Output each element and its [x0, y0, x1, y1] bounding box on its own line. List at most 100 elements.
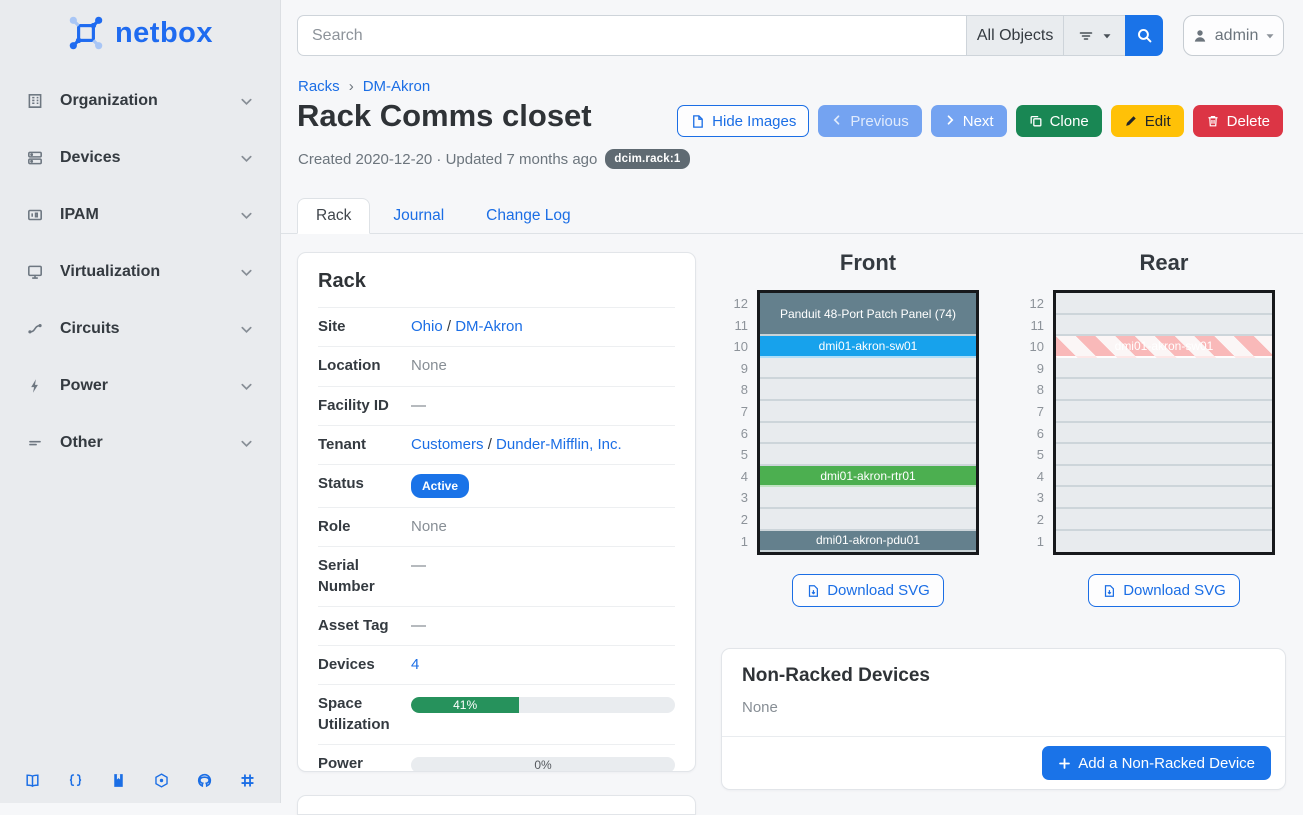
rack-empty-slot[interactable] — [760, 509, 976, 531]
docs-book-icon[interactable] — [24, 772, 41, 789]
tabbar: Rack Journal Change Log — [281, 196, 1303, 234]
sidebar-footer — [0, 772, 280, 789]
main-content: All Objects — [281, 0, 1303, 815]
hide-images-button[interactable]: Hide Images — [677, 105, 810, 137]
rack-empty-slot[interactable] — [1056, 531, 1272, 553]
rack-empty-slot[interactable] — [1056, 423, 1272, 445]
rack-empty-slot[interactable] — [760, 487, 976, 509]
previous-button[interactable]: Previous — [818, 105, 922, 137]
virtualization-icon — [26, 263, 44, 281]
attr-row-location: Location None — [318, 346, 675, 385]
elevation-title-front: Front — [839, 250, 897, 275]
rack-empty-slot[interactable] — [760, 423, 976, 445]
rack-device-sw01-rear[interactable]: dmi01-akron-sw01 — [1056, 336, 1272, 358]
add-non-racked-device-button[interactable]: Add a Non-Racked Device — [1042, 746, 1271, 780]
tab-rack[interactable]: Rack — [297, 198, 371, 234]
download-svg-rear-button[interactable]: Download SVG — [1088, 574, 1240, 608]
tenant-link[interactable]: Dunder-Mifflin, Inc. — [496, 435, 622, 453]
devices-count-link[interactable]: 4 — [411, 656, 420, 674]
user-name: admin — [1214, 26, 1259, 44]
community-slack-icon[interactable] — [239, 772, 256, 789]
caret-down-icon — [1102, 31, 1112, 41]
sidebar-item-label: IPAM — [60, 206, 99, 223]
rest-api-braces-icon[interactable] — [67, 772, 84, 789]
site-region-link[interactable]: Ohio — [411, 318, 443, 335]
serial-number-value: — — [411, 557, 426, 575]
breadcrumb: Racks › DM-Akron — [298, 78, 430, 95]
search-submit-button[interactable] — [1125, 15, 1164, 56]
delete-button[interactable]: Delete — [1192, 105, 1283, 137]
rack-empty-slot[interactable] — [1056, 293, 1272, 315]
user-menu-dropdown[interactable]: admin — [1183, 15, 1284, 56]
unit-numbers-front: 12 11 10 9 8 7 6 5 4 3 2 1 — [733, 296, 748, 549]
rack-empty-slot[interactable] — [1056, 444, 1272, 466]
sidebar-item-label: Power — [60, 377, 109, 394]
download-svg-front-button[interactable]: Download SVG — [792, 574, 944, 608]
sidebar-item-organization[interactable]: Organization — [12, 84, 268, 118]
rack-empty-slot[interactable] — [760, 358, 976, 380]
search-input[interactable] — [297, 15, 967, 56]
rack-empty-slot[interactable] — [1056, 401, 1272, 423]
other-icon — [26, 434, 44, 452]
tab-change-log[interactable]: Change Log — [486, 207, 571, 224]
sidebar-item-label: Devices — [60, 149, 121, 166]
rack-details-panel: Rack Site Ohio / DM-Akron Location None … — [297, 252, 696, 772]
search-object-type-label: All Objects — [976, 26, 1054, 44]
topbar: All Objects — [297, 15, 1284, 56]
graphql-icon[interactable] — [153, 772, 170, 789]
sidebar-item-ipam[interactable]: IPAM — [12, 198, 268, 232]
rack-empty-slot[interactable] — [760, 379, 976, 401]
rack-empty-slot[interactable] — [1056, 487, 1272, 509]
tab-journal[interactable]: Journal — [393, 207, 445, 224]
sidebar-item-power[interactable]: Power — [12, 369, 268, 403]
github-icon[interactable] — [196, 772, 213, 789]
search-object-type-select[interactable]: All Objects — [966, 15, 1064, 56]
api-docs-journal-icon[interactable] — [110, 772, 127, 789]
rack-empty-slot[interactable] — [1056, 466, 1272, 488]
image-icon — [690, 114, 705, 129]
non-racked-footer: Add a Non-Racked Device — [722, 736, 1285, 789]
edit-button[interactable]: Edit — [1110, 105, 1184, 137]
rack-empty-slot[interactable] — [1056, 315, 1272, 337]
chevron-down-icon — [239, 151, 254, 166]
chevron-down-icon — [239, 436, 254, 451]
rack-empty-slot[interactable] — [760, 401, 976, 423]
breadcrumb-link-racks[interactable]: Racks — [298, 78, 340, 95]
sidebar-item-devices[interactable]: Devices — [12, 141, 268, 175]
rack-device-sw01[interactable]: dmi01-akron-sw01 — [760, 336, 976, 358]
breadcrumb-link-site[interactable]: DM-Akron — [362, 78, 431, 95]
rack-device-rtr01[interactable]: dmi01-akron-rtr01 — [760, 465, 976, 488]
rack-empty-slot[interactable] — [760, 444, 976, 466]
netbox-logo[interactable]: netbox — [0, 0, 280, 62]
rack-empty-slot[interactable] — [1056, 379, 1272, 401]
page-actions: Hide Images Previous Next Clone — [677, 105, 1283, 137]
elevation-title-rear: Rear — [1139, 250, 1189, 275]
rack-empty-slot[interactable] — [1056, 358, 1272, 380]
rack-diagram-front: Panduit 48-Port Patch Panel (74) dmi01-a… — [757, 290, 979, 556]
global-search: All Objects — [297, 15, 1164, 56]
next-button[interactable]: Next — [930, 105, 1007, 137]
panel-title: Non-Racked Devices — [742, 665, 930, 686]
rack-elevation-rear: Rear 12 11 10 9 8 7 6 5 4 3 2 1 dmi01-ak… — [1013, 250, 1275, 608]
clone-button[interactable]: Clone — [1015, 105, 1102, 137]
power-icon — [26, 377, 44, 395]
rack-empty-slot[interactable] — [1056, 509, 1272, 531]
attr-row-asset-tag: Asset Tag — — [318, 605, 675, 645]
attr-row-serial-number: Serial Number — — [318, 546, 675, 606]
object-meta: Created 2020-12-20 · Updated 7 months ag… — [298, 149, 690, 169]
site-link[interactable]: DM-Akron — [455, 318, 523, 335]
tenant-group-link[interactable]: Customers — [411, 435, 484, 453]
attr-row-power-utilization: Power Utilization 0% — [318, 743, 675, 771]
rack-device-pdu01[interactable]: dmi01-akron-pdu01 — [760, 530, 976, 553]
organization-icon — [26, 92, 44, 110]
search-icon — [1136, 27, 1153, 44]
sidebar-item-other[interactable]: Other — [12, 426, 268, 460]
rack-device-patch-panel[interactable]: Panduit 48-Port Patch Panel (74) — [760, 293, 976, 337]
sidebar-item-virtualization[interactable]: Virtualization — [12, 255, 268, 289]
devices-icon — [26, 149, 44, 167]
person-icon — [1192, 28, 1208, 44]
search-filter-dropdown[interactable] — [1063, 15, 1126, 56]
created-updated-text: Created 2020-12-20 · Updated 7 months ag… — [298, 150, 598, 168]
non-racked-empty-text: None — [742, 699, 778, 716]
sidebar-item-circuits[interactable]: Circuits — [12, 312, 268, 346]
